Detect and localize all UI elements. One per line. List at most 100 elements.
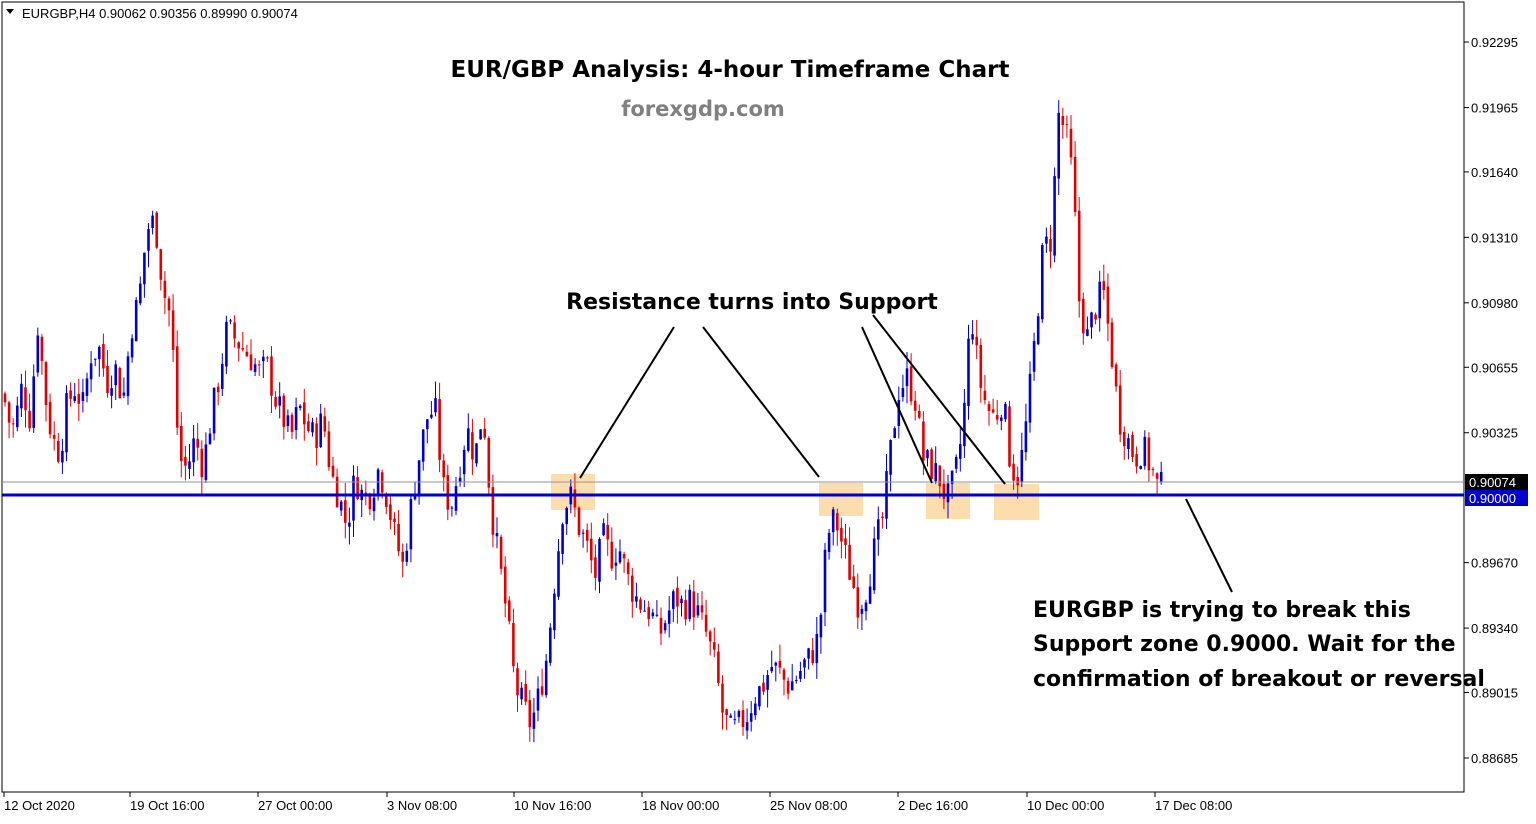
candle <box>434 381 437 417</box>
candle <box>1073 141 1077 217</box>
candle <box>24 370 27 428</box>
candle-body <box>483 428 486 438</box>
candle-body <box>339 501 343 511</box>
triangle-down-icon[interactable] <box>6 9 14 14</box>
candle <box>995 399 999 425</box>
candle <box>48 393 52 439</box>
candle-body <box>532 712 536 729</box>
support-zone-1 <box>551 474 595 510</box>
candle <box>831 506 835 546</box>
candle <box>491 474 495 548</box>
candle-body <box>479 429 482 440</box>
candle <box>807 647 810 670</box>
candle-body <box>737 711 741 718</box>
candle-body <box>823 549 827 613</box>
candle-body <box>1041 244 1044 320</box>
candle <box>69 382 72 407</box>
candle <box>52 421 56 451</box>
candle-body <box>626 562 630 575</box>
candle-body <box>1077 210 1081 302</box>
candle-body <box>32 376 35 428</box>
candle <box>114 360 117 401</box>
candle-body <box>729 715 732 718</box>
candle-body <box>622 554 626 559</box>
candle-body <box>471 432 474 460</box>
candle-body <box>942 483 946 500</box>
candle <box>233 315 236 348</box>
candle-body <box>44 362 48 405</box>
candle-body <box>836 513 839 531</box>
candle-body <box>134 300 138 342</box>
candle <box>1123 426 1126 460</box>
candle <box>708 629 712 656</box>
candle <box>963 389 966 458</box>
candle-body <box>1127 438 1130 450</box>
candle-body <box>696 605 700 616</box>
candle <box>635 582 638 608</box>
candle <box>655 600 659 618</box>
candle-body <box>778 660 782 668</box>
candle <box>155 211 158 249</box>
candle <box>303 388 306 441</box>
candle <box>1065 115 1069 138</box>
candle <box>1147 432 1151 482</box>
candle <box>598 537 601 594</box>
candle <box>1028 361 1032 433</box>
support-price-tag-text: 0.90000 <box>1469 491 1516 506</box>
candle <box>503 556 507 618</box>
candle-body <box>557 551 560 597</box>
candle-body <box>856 587 860 618</box>
candle <box>717 643 720 687</box>
candle-body <box>872 538 876 591</box>
candle-body <box>983 390 987 401</box>
candle <box>192 425 195 477</box>
candle-body <box>577 507 581 535</box>
candle-body <box>417 460 421 497</box>
candle <box>659 607 663 646</box>
candle-body <box>167 298 171 311</box>
pointer-line-3 <box>861 326 933 484</box>
candle <box>175 330 179 436</box>
candle <box>77 378 81 422</box>
candle-body <box>467 428 470 451</box>
candle-body <box>852 576 855 588</box>
candle <box>106 350 109 398</box>
candle-body <box>139 283 142 304</box>
candle-body <box>540 686 544 695</box>
candle <box>159 248 163 291</box>
candle <box>364 480 368 506</box>
candle <box>713 627 716 658</box>
candle-body <box>192 438 195 463</box>
candle <box>89 351 93 393</box>
candle-body <box>438 399 441 460</box>
chart-title: EUR/GBP Analysis: 4-hour Timeframe Chart <box>451 57 1010 83</box>
candle <box>196 423 199 461</box>
candle-body <box>294 407 298 430</box>
candle-body <box>1118 385 1122 435</box>
candle-body <box>1016 477 1019 486</box>
candle-body <box>524 683 527 702</box>
candle <box>1118 369 1122 443</box>
candle <box>1127 433 1130 460</box>
candle <box>221 353 224 397</box>
candle-body <box>827 532 831 552</box>
callout-line-3: confirmation of breakout or reversal <box>1033 667 1485 692</box>
candle <box>216 382 220 406</box>
candle-body <box>655 614 659 616</box>
candle-body <box>200 448 204 478</box>
candle <box>274 391 277 410</box>
candle-body <box>28 410 31 429</box>
candle <box>991 398 995 414</box>
x-tick-label: 10 Nov 16:00 <box>514 798 591 813</box>
candle <box>672 589 675 622</box>
candle <box>1061 107 1065 139</box>
candle-body <box>130 338 134 358</box>
x-tick-label: 17 Dec 08:00 <box>1155 798 1232 813</box>
candle-body <box>967 338 970 406</box>
candle <box>282 393 286 440</box>
candle <box>1041 243 1044 323</box>
callout-line-2: Support zone 0.9000. Wait for the <box>1033 632 1456 657</box>
candle <box>758 685 761 711</box>
resistance-label: Resistance turns into Support <box>566 290 938 315</box>
